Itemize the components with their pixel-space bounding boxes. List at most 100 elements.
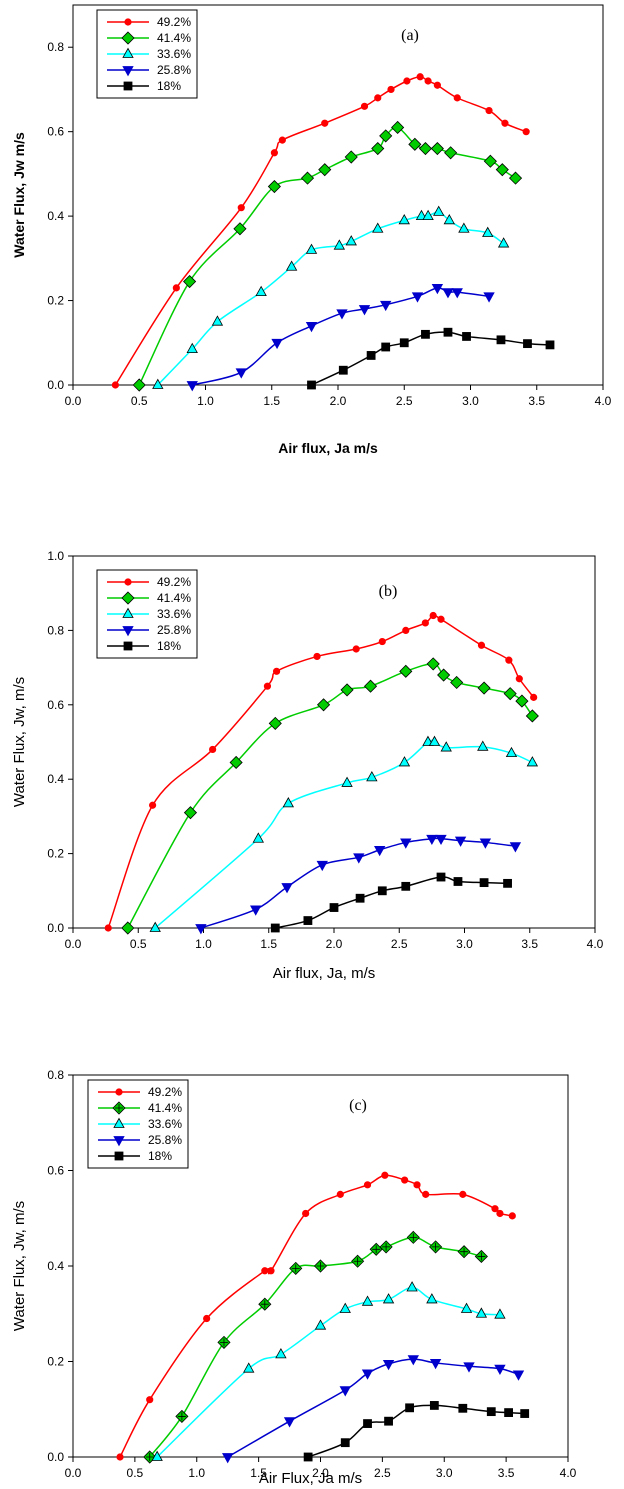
data-point — [398, 756, 411, 767]
series-line — [114, 76, 527, 386]
data-point — [250, 905, 262, 916]
data-point-cross — [460, 1247, 469, 1256]
data-point — [235, 368, 247, 379]
x-tick-label: 2.5 — [396, 394, 413, 408]
data-point — [545, 340, 555, 350]
data-point — [339, 1302, 351, 1313]
data-point — [132, 378, 146, 392]
data-point-cross — [260, 1300, 269, 1309]
legend-item: 49.2% — [107, 575, 191, 589]
series-line — [154, 739, 533, 929]
data-point — [314, 1319, 327, 1330]
data-point — [258, 1297, 272, 1311]
data-point — [203, 1314, 211, 1323]
data-point — [443, 327, 453, 337]
data-point — [379, 1240, 393, 1254]
data-point — [405, 1403, 415, 1413]
data-point — [494, 1364, 506, 1375]
data-point — [363, 1181, 372, 1189]
data-point — [340, 1438, 350, 1448]
data-point — [398, 214, 410, 225]
data-point — [289, 1261, 303, 1275]
series-line — [156, 1286, 500, 1458]
data-point — [211, 315, 224, 326]
data-point — [406, 1281, 418, 1292]
data-point — [366, 771, 378, 782]
series-18- — [307, 327, 555, 390]
data-point — [403, 77, 411, 85]
data-point — [522, 128, 530, 136]
data-point — [430, 141, 444, 156]
data-point — [483, 154, 497, 168]
data-point — [303, 1452, 313, 1462]
y-axis-title: Water Flux, Jw, m/s — [11, 1201, 28, 1331]
x-tick-label: 0.5 — [131, 394, 148, 408]
legend-label: 33.6% — [157, 47, 191, 61]
data-point — [121, 921, 135, 935]
data-point-cross — [431, 1242, 440, 1251]
legend-item: 49.2% — [98, 1085, 182, 1099]
legend-label: 41.4% — [157, 31, 191, 45]
data-point — [114, 1151, 124, 1161]
data-point — [355, 893, 365, 903]
data-point — [270, 923, 280, 933]
data-point — [333, 239, 346, 250]
x-axis-title: Air Flux, Ja m/s — [259, 1470, 362, 1487]
series-line — [227, 1358, 519, 1458]
data-point — [369, 1242, 383, 1256]
data-point-cross — [177, 1412, 186, 1421]
legend-label: 49.2% — [157, 15, 191, 29]
y-tick-label: 0.6 — [47, 698, 64, 712]
data-point — [426, 1293, 438, 1304]
data-point — [113, 1117, 125, 1128]
data-point — [495, 163, 509, 177]
x-tick-label: 0.0 — [65, 937, 82, 951]
legend: 49.2% 41.4% 33.6% 25.8% 18% — [96, 569, 198, 659]
x-tick-label: 2.0 — [326, 937, 343, 951]
data-point — [428, 735, 441, 746]
data-point — [336, 309, 348, 320]
data-point — [124, 18, 132, 26]
series-line — [307, 1404, 525, 1458]
data-point — [316, 860, 328, 872]
data-point — [271, 338, 283, 350]
data-point-cross — [316, 1262, 325, 1270]
data-point — [283, 1417, 296, 1428]
data-point-cross — [477, 1252, 486, 1261]
data-point-cross — [219, 1338, 228, 1347]
data-point — [217, 1335, 231, 1349]
x-tick-label: 1.5 — [250, 1466, 267, 1480]
data-point — [429, 1359, 442, 1370]
x-axis-title: Air flux, Ja, m/s — [273, 965, 376, 982]
data-point — [285, 260, 298, 271]
data-point — [411, 292, 424, 303]
data-point — [378, 637, 386, 646]
data-point — [255, 285, 267, 297]
data-point — [372, 222, 384, 233]
data-point — [504, 1408, 514, 1417]
data-point — [379, 129, 393, 143]
data-point — [401, 1176, 409, 1184]
legend-label: 41.4% — [157, 591, 191, 605]
data-point — [345, 235, 357, 246]
data-point-cross — [145, 1453, 154, 1461]
data-point — [122, 607, 134, 618]
data-point — [520, 1409, 530, 1418]
legend: 49.2% 41.4% 33.6% 25.8% 18% — [96, 9, 198, 99]
legend-item: 33.6% — [107, 47, 191, 61]
data-point — [508, 1212, 516, 1220]
data-point — [339, 1386, 351, 1397]
data-point — [373, 845, 386, 857]
y-axis-title: Water Flux, Jw, m/s — [11, 677, 28, 807]
data-point — [321, 119, 329, 127]
data-point — [508, 171, 523, 185]
y-tick-label: 0.0 — [47, 1450, 64, 1464]
data-point — [451, 288, 463, 299]
data-point-cross — [115, 1104, 123, 1112]
data-point — [261, 1267, 269, 1275]
series-33-6- — [151, 1281, 506, 1461]
data-point — [183, 806, 198, 820]
x-tick-label: 0.5 — [130, 937, 147, 951]
legend-label: 33.6% — [157, 607, 191, 621]
x-tick-label: 2.0 — [312, 1466, 329, 1480]
